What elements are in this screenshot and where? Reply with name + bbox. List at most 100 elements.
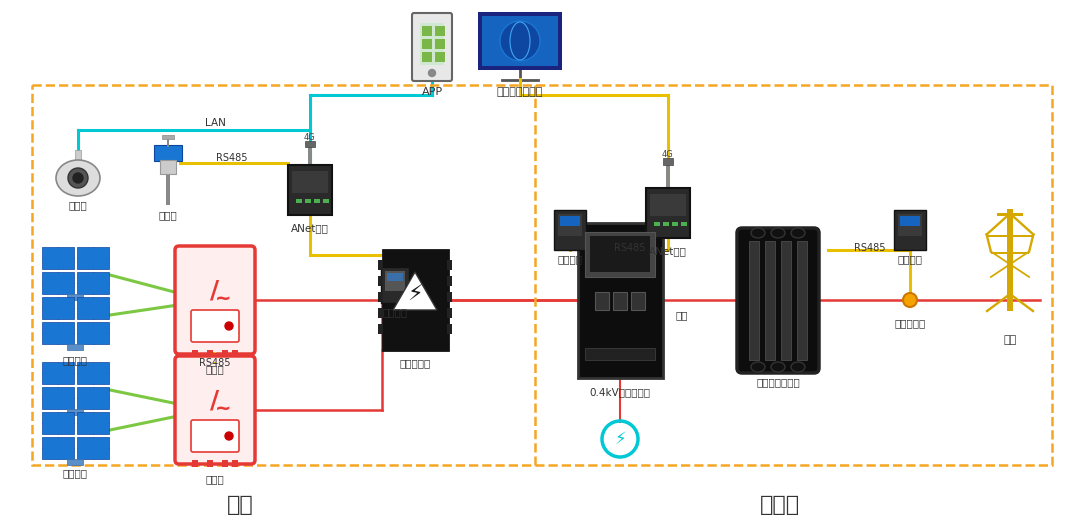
Bar — [422, 26, 432, 36]
Text: ~: ~ — [215, 398, 231, 417]
Bar — [385, 271, 405, 291]
Text: LAN: LAN — [204, 118, 226, 128]
Bar — [77, 412, 108, 434]
Bar — [448, 276, 452, 286]
Bar — [67, 408, 83, 415]
Bar — [585, 232, 655, 277]
Bar — [77, 321, 108, 344]
Text: 电网: 电网 — [1003, 335, 1016, 345]
Text: 光伏组件: 光伏组件 — [63, 468, 88, 478]
Bar — [77, 386, 108, 408]
Bar — [378, 324, 383, 334]
Bar — [421, 23, 444, 65]
Bar — [288, 165, 332, 215]
Bar — [1007, 209, 1013, 311]
Bar — [553, 210, 586, 250]
Text: ~: ~ — [215, 288, 231, 307]
Bar — [192, 350, 198, 357]
Text: ⚡: ⚡ — [614, 430, 626, 448]
Bar — [67, 458, 83, 464]
Text: RS485: RS485 — [216, 153, 248, 163]
Bar — [666, 162, 670, 190]
Bar — [378, 308, 383, 318]
Text: 汇流监测: 汇流监测 — [383, 307, 408, 317]
Bar — [387, 273, 403, 281]
Circle shape — [74, 173, 83, 183]
Bar — [222, 460, 228, 467]
Bar — [672, 222, 678, 226]
Bar — [478, 12, 562, 70]
Bar — [663, 158, 673, 165]
Bar — [797, 241, 808, 360]
Text: /: / — [211, 278, 219, 302]
Bar — [305, 199, 311, 203]
Bar — [681, 222, 688, 226]
Text: 并网计量: 并网计量 — [558, 254, 583, 264]
Bar — [67, 344, 83, 349]
Bar — [590, 236, 650, 272]
Bar — [765, 241, 775, 360]
Circle shape — [501, 21, 540, 61]
Bar — [32, 85, 1052, 465]
Bar — [77, 247, 108, 268]
Bar — [780, 241, 791, 360]
Bar — [378, 260, 383, 270]
Text: RS485: RS485 — [199, 358, 230, 368]
Ellipse shape — [751, 362, 765, 372]
Bar — [41, 321, 74, 344]
Circle shape — [225, 322, 233, 330]
Ellipse shape — [751, 228, 765, 238]
Bar — [166, 160, 170, 205]
FancyBboxPatch shape — [191, 310, 239, 342]
Bar — [222, 350, 228, 357]
Bar — [898, 214, 922, 236]
Bar — [41, 362, 74, 384]
Bar — [613, 292, 627, 310]
Bar — [448, 324, 452, 334]
Bar — [646, 188, 690, 238]
Text: 光伏组件: 光伏组件 — [63, 355, 88, 365]
Bar — [435, 26, 445, 36]
Bar — [422, 39, 432, 49]
Bar — [305, 141, 315, 147]
Bar — [162, 135, 174, 139]
Ellipse shape — [791, 228, 805, 238]
Bar — [77, 271, 108, 294]
Circle shape — [225, 432, 233, 440]
Text: 4G: 4G — [304, 133, 316, 142]
Bar — [663, 222, 669, 226]
Bar — [987, 235, 1033, 237]
Bar — [41, 247, 74, 268]
Bar — [77, 362, 108, 384]
Bar — [77, 297, 108, 318]
Bar — [378, 292, 383, 302]
Text: APP: APP — [422, 87, 442, 97]
Circle shape — [68, 168, 88, 188]
Text: RS485: RS485 — [614, 243, 645, 253]
Bar — [41, 271, 74, 294]
Circle shape — [428, 70, 436, 76]
Bar — [232, 350, 238, 357]
Text: 逆变器: 逆变器 — [205, 364, 225, 374]
Bar — [292, 171, 328, 193]
FancyBboxPatch shape — [737, 228, 819, 373]
FancyBboxPatch shape — [175, 246, 255, 354]
Bar — [991, 251, 1029, 254]
Bar — [323, 199, 329, 203]
Text: 变电所: 变电所 — [760, 495, 800, 515]
Text: 0.4kV低压并网柜: 0.4kV低压并网柜 — [589, 387, 651, 397]
Bar — [67, 294, 83, 299]
Bar — [77, 436, 108, 458]
Bar — [435, 52, 445, 62]
Text: 屋顶: 屋顶 — [227, 495, 253, 515]
Bar — [448, 308, 452, 318]
FancyBboxPatch shape — [191, 420, 239, 452]
Bar — [422, 52, 432, 62]
Bar — [296, 199, 302, 203]
Bar — [383, 250, 448, 350]
Text: RS485: RS485 — [854, 243, 885, 253]
FancyBboxPatch shape — [412, 13, 452, 81]
Bar — [585, 348, 655, 360]
Text: /: / — [211, 388, 219, 412]
Bar — [41, 297, 74, 318]
